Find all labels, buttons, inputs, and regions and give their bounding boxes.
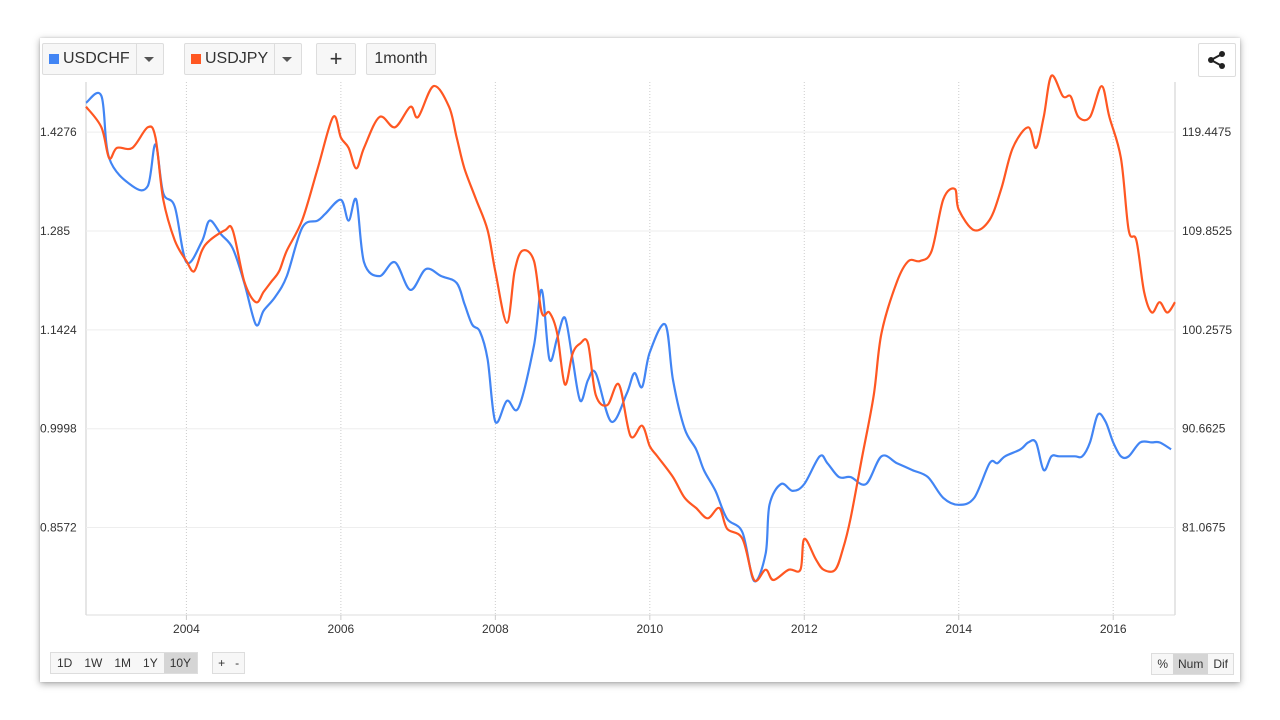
display-mode-group: % Num Dif (1151, 653, 1234, 675)
x-tick-label: 2006 (328, 622, 355, 636)
x-tick-label: 2010 (636, 622, 663, 636)
x-tick-label: 2014 (945, 622, 972, 636)
series-label: USDJPY (205, 50, 269, 67)
y-tick-label-right: 90.6625 (1182, 422, 1226, 436)
range-button-4[interactable]: 10Y (163, 653, 198, 673)
x-tick-label: 2012 (791, 622, 818, 636)
y-tick-label-left: 0.8572 (40, 521, 77, 535)
range-controls: 1D 1W 1M 1Y 10Y + - (50, 652, 246, 674)
y-tick-label-right: 81.0675 (1182, 521, 1226, 535)
add-series-button[interactable]: + (316, 43, 356, 75)
mode-button-0[interactable]: % (1157, 657, 1168, 671)
series-label: USDCHF (63, 50, 130, 67)
zoom-button-1[interactable]: - (235, 656, 240, 670)
caret-down-icon[interactable] (135, 44, 161, 74)
y-tick-label-left: 1.285 (40, 224, 70, 238)
x-tick-label: 2008 (482, 622, 509, 636)
zoom-button-group: + - (212, 652, 246, 674)
x-tick-label: 2004 (173, 622, 200, 636)
chart-card: USDCHF USDJPY + 1month 1.4276 119.4475 1.2… (40, 38, 1240, 682)
range-button-group: 1D 1W 1M 1Y 10Y (50, 652, 199, 674)
y-tick-label-right: 119.4475 (1182, 125, 1231, 139)
series-line-0 (85, 91, 1172, 583)
y-tick-label-left: 1.4276 (40, 125, 77, 139)
series-line-1 (85, 74, 1176, 583)
series-color-swatch (191, 54, 201, 64)
range-button-0[interactable]: 1D (57, 656, 73, 670)
caret-down-icon[interactable] (274, 44, 299, 74)
range-button-2[interactable]: 1M (114, 656, 132, 670)
share-button[interactable] (1198, 43, 1236, 77)
series-selector-usdjpy[interactable]: USDJPY (184, 43, 302, 75)
y-tick-label-right: 109.8525 (1182, 224, 1232, 238)
mode-button-2[interactable]: Dif (1213, 657, 1228, 671)
y-tick-label-left: 0.9998 (40, 422, 77, 436)
series-selector-usdchf[interactable]: USDCHF (42, 43, 164, 75)
line-chart: 1.4276 119.4475 1.285 109.8525 1.1424 100.257… (40, 74, 1232, 636)
series-color-swatch (49, 54, 59, 64)
zoom-button-0[interactable]: + (218, 656, 226, 670)
range-button-1[interactable]: 1W (84, 656, 103, 670)
y-tick-label-left: 1.1424 (40, 323, 77, 337)
y-tick-label-right: 100.2575 (1182, 323, 1232, 337)
range-button-3[interactable]: 1Y (143, 656, 158, 670)
mode-button-1[interactable]: Num (1172, 654, 1209, 674)
x-tick-label: 2016 (1100, 622, 1127, 636)
share-icon (1208, 51, 1225, 69)
interval-button[interactable]: 1month (366, 43, 436, 75)
